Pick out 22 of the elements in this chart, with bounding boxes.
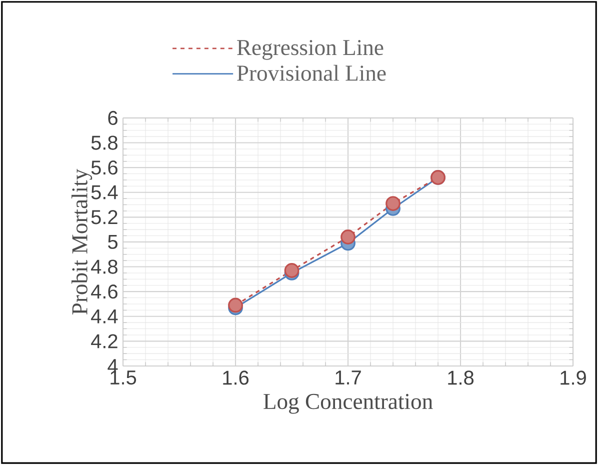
x-tick-label: 1.8 <box>448 370 474 385</box>
y-axis-title: Probit Mortality <box>72 168 92 314</box>
y-tick-label: 4.4 <box>91 310 118 324</box>
legend-label: Provisional Line <box>237 64 386 81</box>
y-tick-label: 6 <box>108 110 118 126</box>
y-tick-label: 4 <box>108 359 118 373</box>
y-tick-label: 5 <box>108 235 118 249</box>
x-tick-label: 1.5 <box>110 370 136 385</box>
x-tick-label: 1.7 <box>336 370 361 384</box>
legend-label: Regression Line <box>237 40 384 60</box>
y-tick-label: 5.2 <box>91 210 118 224</box>
point <box>386 196 400 211</box>
x-tick-label: 1.6 <box>223 370 249 385</box>
y-tick-label: 4.2 <box>91 334 118 348</box>
y-tick-label: 4.8 <box>91 260 118 274</box>
x-axis-title: Log Concentration <box>264 394 433 414</box>
y-tick-label: 4.6 <box>91 284 118 299</box>
y-tick-label: 5.4 <box>91 185 118 200</box>
point <box>340 230 356 244</box>
x-tick-label: 1.9 <box>560 370 586 385</box>
y-tick-label: 5.8 <box>91 136 118 150</box>
y-tick-label: 5.6 <box>91 160 118 175</box>
